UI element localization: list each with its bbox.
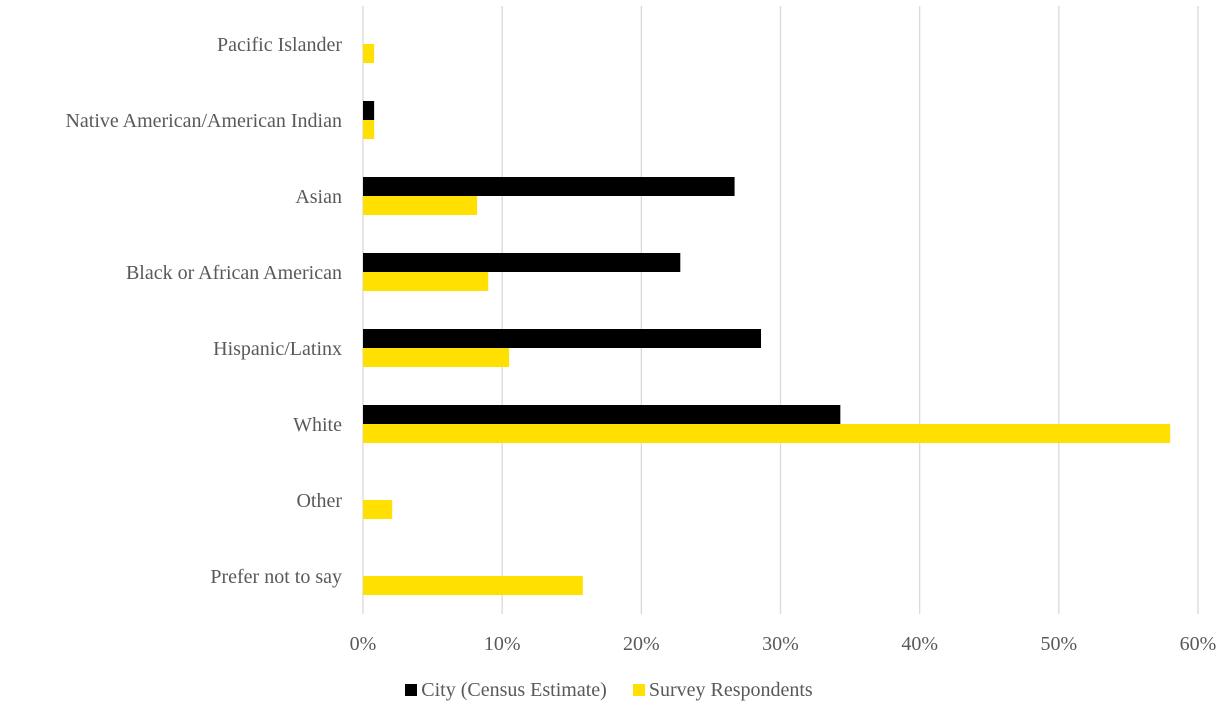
bar-city [363, 177, 735, 196]
legend-item-survey: Survey Respondents [632, 678, 813, 702]
bar-city [363, 101, 375, 120]
category-label: Black or African American [126, 262, 342, 284]
bar-survey [363, 196, 478, 215]
category-label: Prefer not to say [210, 566, 342, 588]
bar-survey [363, 120, 375, 139]
bar-survey [363, 44, 375, 63]
bar-city [363, 405, 841, 424]
bar-survey [363, 424, 1171, 443]
bar-survey [363, 348, 510, 367]
legend-item-city: City (Census Estimate) [405, 679, 607, 702]
x-tick-label: 10% [484, 633, 521, 655]
x-tick-label: 30% [762, 633, 799, 655]
legend-swatch-city [405, 684, 418, 696]
category-label: Asian [295, 186, 342, 208]
bar-city [363, 253, 681, 272]
category-label: Other [296, 490, 342, 512]
x-tick-label: 0% [350, 633, 377, 655]
x-tick-label: 50% [1040, 633, 1077, 655]
legend-swatch-survey [632, 684, 645, 696]
legend: City (Census Estimate) Survey Respondent… [0, 676, 1218, 704]
category-label: White [293, 414, 342, 436]
bar-city [363, 329, 762, 348]
category-label: Hispanic/Latinx [213, 338, 342, 360]
bar-survey [363, 500, 393, 519]
x-tick-label: 60% [1180, 633, 1217, 655]
bar-survey [363, 576, 583, 595]
x-tick-label: 20% [623, 633, 660, 655]
legend-label-city: City (Census Estimate) [421, 678, 607, 701]
legend-label-survey: Survey Respondents [648, 678, 813, 701]
category-label: Pacific Islander [217, 34, 342, 56]
category-label: Native American/American Indian [65, 110, 342, 132]
x-tick-label: 40% [901, 633, 938, 655]
bar-survey [363, 272, 489, 291]
plot-area: 0% 10% 20% 30% 40% 50% 60% Pacific Islander Nati… [65, 6, 1217, 655]
